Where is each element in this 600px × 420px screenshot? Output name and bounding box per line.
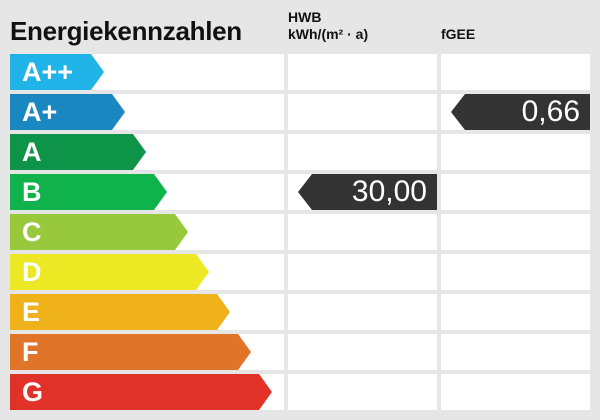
fgee-cell: [441, 334, 590, 370]
hwb-cell: [288, 294, 437, 330]
fgee-cell: [441, 294, 590, 330]
class-arrow-D: D: [10, 254, 209, 290]
class-arrow-B: B: [10, 174, 167, 210]
fgee-cell: [441, 54, 590, 90]
hwb-cell: [288, 254, 437, 290]
fgee-cell: [441, 214, 590, 250]
hwb-label: HWB: [288, 9, 322, 25]
fgee-cell: [441, 134, 590, 170]
class-arrow-A++: A++: [10, 54, 104, 90]
hwb-cell: [288, 214, 437, 250]
fgee-header: fGEE: [441, 26, 476, 42]
hwb-cell: [288, 134, 437, 170]
class-arrow-C: C: [10, 214, 188, 250]
hwb-value-marker: 30,00: [298, 174, 437, 210]
hwb-cell: [288, 94, 437, 130]
hwb-cell: [288, 374, 437, 410]
fgee-value-marker: 0,66: [451, 94, 590, 130]
page-title: Energiekennzahlen: [10, 16, 242, 46]
hwb-header: HWB kWh/(m² · a): [288, 9, 368, 43]
fgee-cell: [441, 174, 590, 210]
class-arrow-F: F: [10, 334, 251, 370]
fgee-cell: [441, 374, 590, 410]
class-arrow-G: G: [10, 374, 272, 410]
class-arrow-A+: A+: [10, 94, 125, 130]
fgee-cell: [441, 254, 590, 290]
hwb-cell: [288, 334, 437, 370]
class-arrow-A: A: [10, 134, 146, 170]
class-arrow-E: E: [10, 294, 230, 330]
hwb-unit: kWh/(m² · a): [288, 26, 369, 42]
hwb-cell: [288, 54, 437, 90]
